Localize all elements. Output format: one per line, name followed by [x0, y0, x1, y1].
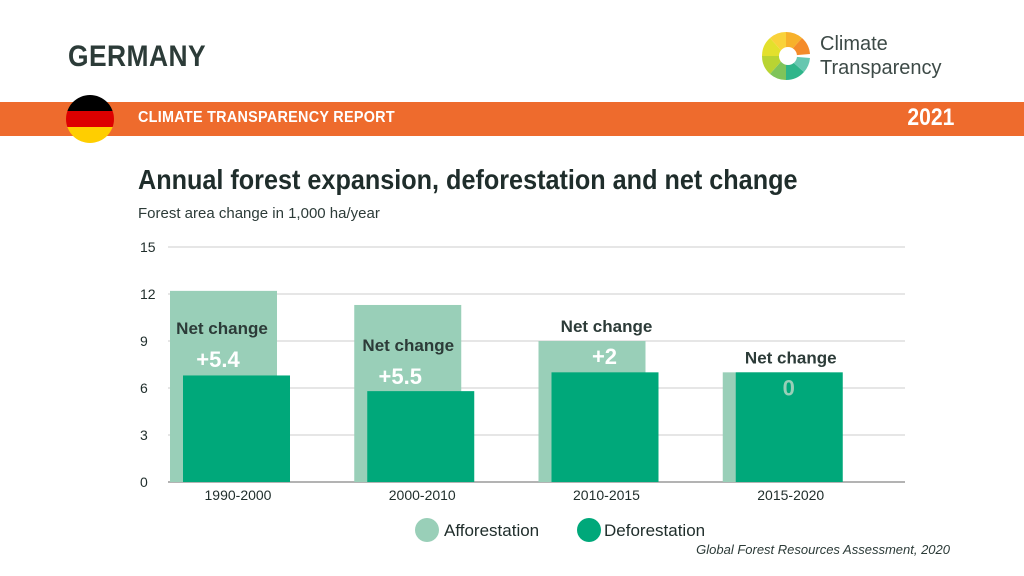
legend-swatch — [577, 518, 601, 542]
net-change-value: +2 — [592, 344, 617, 369]
logo-line-1: Climate — [820, 33, 888, 55]
net-change-label: Net change — [362, 336, 454, 355]
germany-flag-icon — [66, 95, 114, 143]
net-change-label: Net change — [561, 317, 653, 336]
y-tick-label: 3 — [140, 427, 148, 443]
x-tick-label: 2000-2010 — [389, 487, 456, 503]
source-note: Global Forest Resources Assessment, 2020 — [696, 542, 950, 557]
deforestation-bar — [367, 391, 475, 482]
y-tick-label: 6 — [140, 380, 148, 396]
net-change-label: Net change — [745, 348, 837, 367]
y-tick-label: 0 — [140, 474, 148, 490]
x-tick-label: 1990-2000 — [205, 487, 272, 503]
legend-label: Deforestation — [604, 521, 705, 540]
logo-line-2: Transparency — [820, 57, 942, 79]
deforestation-bar — [183, 375, 290, 482]
country-title: GERMANY — [68, 40, 207, 73]
orange-banner — [0, 102, 1024, 136]
report-year: 2021 — [907, 104, 954, 131]
deforestation-bar — [735, 372, 843, 482]
legend-swatch — [415, 518, 439, 542]
y-tick-label: 15 — [140, 239, 156, 255]
net-change-value: +5.4 — [196, 347, 240, 372]
report-label: CLIMATE TRANSPARENCY REPORT — [138, 109, 395, 126]
net-change-label: Net change — [176, 319, 268, 338]
y-tick-label: 9 — [140, 333, 148, 349]
legend-label: Afforestation — [444, 521, 539, 540]
y-tick-label: 12 — [140, 286, 156, 302]
logo-text: Climate Transparency — [820, 32, 942, 80]
x-tick-label: 2015-2020 — [757, 487, 824, 503]
net-change-value: 0 — [783, 375, 795, 400]
x-tick-label: 2010-2015 — [573, 487, 640, 503]
climate-transparency-logo: Climate Transparency — [758, 26, 968, 86]
logo-mark-icon — [761, 31, 810, 81]
net-change-value: +5.5 — [379, 364, 422, 389]
deforestation-bar — [551, 372, 659, 482]
chart-subtitle: Forest area change in 1,000 ha/year — [138, 205, 380, 222]
chart-title: Annual forest expansion, deforestation a… — [138, 164, 798, 195]
